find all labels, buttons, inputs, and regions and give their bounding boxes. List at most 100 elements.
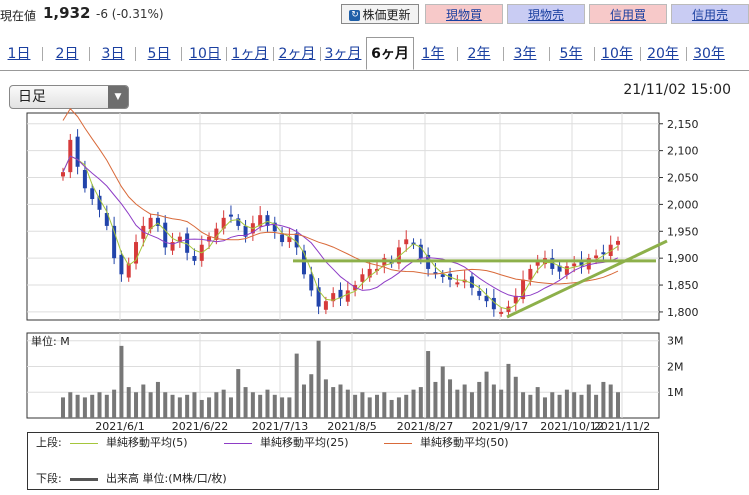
cash-buy-button[interactable]: 現物買: [425, 4, 503, 24]
tab-divider: [226, 47, 227, 61]
volume-bar: [126, 387, 131, 418]
candle-body: [608, 244, 613, 257]
chart-legend: 上段: 単純移動平均(5) 単純移動平均(25) 単純移動平均(50) 下段: …: [27, 432, 659, 490]
volume-tick-label: 3M: [667, 335, 684, 348]
volume-bar: [440, 366, 445, 418]
candle-body: [528, 268, 533, 280]
candle-body: [294, 233, 299, 248]
candle-body: [177, 236, 182, 243]
tab-divider: [549, 47, 550, 61]
tab-20y[interactable]: 20年: [647, 46, 679, 62]
volume-bar: [396, 397, 401, 418]
refresh-price-button[interactable]: ↻ 株価更新: [341, 4, 419, 24]
tab-6m[interactable]: 6ヶ月: [366, 37, 414, 70]
tab-3y[interactable]: 3年: [513, 46, 537, 62]
tab-divider: [273, 47, 274, 61]
volume-bar: [601, 381, 606, 418]
chevron-down-icon[interactable]: ▼: [108, 86, 128, 108]
candle-body: [170, 242, 175, 251]
volume-bar: [579, 394, 584, 418]
period-select[interactable]: 日足 ▼: [9, 85, 129, 109]
candle-body: [557, 265, 562, 272]
price-tick-label: 1,950: [667, 225, 699, 238]
x-tick-label: 2021/9/17: [472, 420, 528, 433]
current-price: 1,932: [43, 4, 91, 22]
legend-volume-swatch: [70, 478, 98, 481]
volume-bar: [411, 389, 416, 418]
volume-bar: [542, 397, 547, 418]
volume-bar: [250, 392, 255, 418]
margin-buy-button[interactable]: 信用買: [589, 4, 667, 24]
legend-upper-row: 上段: 単純移動平均(5) 単純移動平均(25) 単純移動平均(50): [28, 435, 658, 451]
refresh-label: 株価更新: [362, 8, 411, 22]
tab-5y[interactable]: 5年: [559, 46, 583, 62]
x-tick-label: 2021/8/27: [397, 420, 453, 433]
tab-divider: [503, 47, 504, 61]
candle-body: [192, 256, 197, 261]
tab-1m[interactable]: 1ヶ月: [231, 46, 269, 62]
tab-2d[interactable]: 2日: [55, 46, 79, 62]
tab-1y[interactable]: 1年: [421, 46, 445, 62]
price-tick-label: 2,100: [667, 145, 699, 158]
tab-5d[interactable]: 5日: [147, 46, 171, 62]
margin-sell-button[interactable]: 信用売: [671, 4, 749, 24]
tab-2m[interactable]: 2ヶ月: [278, 46, 316, 62]
volume-bar: [236, 369, 241, 418]
candle-body: [228, 214, 233, 217]
cash-sell-button[interactable]: 現物売: [507, 4, 585, 24]
volume-bar: [550, 392, 555, 418]
volume-bar: [309, 374, 314, 418]
volume-bar: [345, 389, 350, 418]
volume-tick-label: 2M: [667, 360, 684, 373]
candle-body: [433, 272, 438, 275]
candle-body: [265, 215, 270, 226]
volume-bar: [97, 392, 102, 418]
tab-30y[interactable]: 30年: [693, 46, 725, 62]
volume-unit-label: 単位: M: [31, 334, 70, 348]
x-tick-label: 2021/11/2: [594, 420, 650, 433]
tab-divider: [135, 47, 136, 61]
ma25-line: [62, 155, 619, 298]
candle-body: [134, 242, 139, 264]
volume-bar: [367, 397, 372, 418]
price-change: -6 (-0.31%): [96, 7, 164, 21]
candle-body: [155, 217, 160, 226]
candle-body: [272, 222, 277, 232]
volume-bar: [389, 399, 394, 418]
tab-1d[interactable]: 1日: [7, 46, 31, 62]
volume-bar: [177, 397, 182, 418]
tab-divider: [640, 47, 641, 61]
price-tick-label: 1,800: [667, 306, 699, 319]
tab-3m[interactable]: 3ヶ月: [324, 46, 362, 62]
candle-body: [418, 244, 423, 259]
uptrend-line: [506, 239, 668, 319]
x-tick-label: 2021/6/22: [172, 420, 228, 433]
volume-bar: [469, 392, 474, 418]
tab-divider: [457, 47, 458, 61]
volume-bar: [433, 381, 438, 418]
period-select-value: 日足: [18, 89, 46, 105]
x-tick-label: 2021/7/13: [252, 420, 308, 433]
legend-ma5: 単純移動平均(5): [106, 436, 188, 449]
tab-10y[interactable]: 10年: [601, 46, 633, 62]
tab-2y[interactable]: 2年: [467, 46, 491, 62]
candle-body: [535, 260, 540, 266]
volume-bar: [272, 394, 277, 418]
candle-body: [323, 301, 328, 310]
volume-bar: [338, 384, 343, 418]
volume-bar: [404, 394, 409, 418]
volume-bar: [163, 392, 168, 418]
tab-3d[interactable]: 3日: [101, 46, 125, 62]
volume-bar: [155, 381, 160, 418]
tab-divider: [42, 47, 43, 61]
tab-10d[interactable]: 10日: [189, 46, 221, 62]
candle-body: [572, 263, 577, 267]
legend-ma25: 単純移動平均(25): [260, 436, 349, 449]
quote-header: 現在値 1,932 -6 (-0.31%) ↻ 株価更新 現物買 現物売 信用買 …: [0, 0, 749, 30]
candle-body: [594, 255, 599, 259]
candle-body: [484, 295, 489, 302]
volume-bar: [199, 399, 204, 418]
volume-bar: [426, 351, 431, 418]
volume-bar: [513, 376, 518, 418]
volume-bar: [564, 389, 569, 418]
